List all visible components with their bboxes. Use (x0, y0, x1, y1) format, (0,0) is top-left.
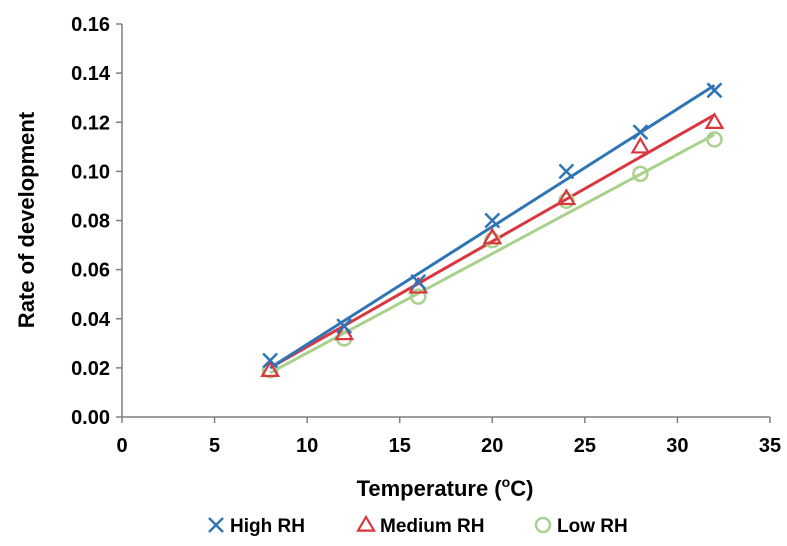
x-tick-label: 15 (389, 435, 411, 457)
point-high-rh (706, 82, 723, 99)
y-axis-ticks: 0.00 0.02 0.04 0.06 0.08 0.10 0.12 0.14 0.16 (71, 14, 122, 429)
x-axis-ticks: 0 5 10 15 20 25 30 35 (116, 417, 781, 457)
point-medium-rh (260, 360, 281, 378)
point-high-rh (410, 274, 427, 290)
x-tick-label: 0 (116, 435, 127, 457)
point-low-rh (409, 288, 427, 305)
legend-marker-high-rh (208, 517, 224, 533)
x-tick-label: 30 (666, 435, 688, 457)
legend: High RH Medium RH Low RH (208, 514, 628, 537)
y-tick-label: 0.10 (71, 161, 110, 183)
x-axis-title: Temperature (oC) (357, 474, 534, 501)
data-points (260, 82, 725, 379)
y-tick-label: 0.08 (71, 211, 110, 233)
point-high-rh (558, 163, 575, 180)
point-medium-rh (630, 136, 651, 154)
y-tick-label: 0.12 (71, 112, 110, 134)
y-axis-title: Rate of development (14, 111, 39, 328)
y-tick-label: 0.14 (71, 63, 111, 85)
point-medium-rh (704, 112, 725, 129)
trendline-low-rh (269, 133, 716, 375)
legend-marker-low-rh (534, 516, 552, 534)
x-tick-label: 20 (481, 435, 503, 457)
x-tick-label: 35 (759, 435, 781, 457)
point-high-rh (336, 318, 353, 335)
point-high-rh (262, 352, 278, 369)
point-medium-rh (482, 227, 503, 245)
x-tick-label: 25 (574, 435, 596, 457)
y-tick-label: 0.02 (71, 358, 110, 380)
y-tick-label: 0.00 (71, 407, 110, 429)
point-high-rh (484, 212, 501, 229)
legend-label: High RH (230, 516, 305, 537)
x-tick-label: 10 (296, 435, 318, 457)
trendline-high-rh (269, 84, 716, 370)
y-tick-label: 0.06 (71, 260, 110, 282)
point-medium-rh (556, 188, 577, 206)
legend-label: Low RH (557, 516, 628, 537)
point-low-rh (632, 165, 649, 183)
y-tick-label: 0.16 (71, 14, 110, 36)
point-medium-rh (334, 323, 355, 341)
y-tick-label: 0.04 (71, 309, 111, 331)
point-low-rh (706, 131, 723, 148)
legend-label: Medium RH (380, 516, 485, 537)
point-high-rh (632, 124, 649, 140)
legend-marker-medium-rh (356, 514, 376, 532)
x-tick-label: 5 (209, 435, 220, 457)
